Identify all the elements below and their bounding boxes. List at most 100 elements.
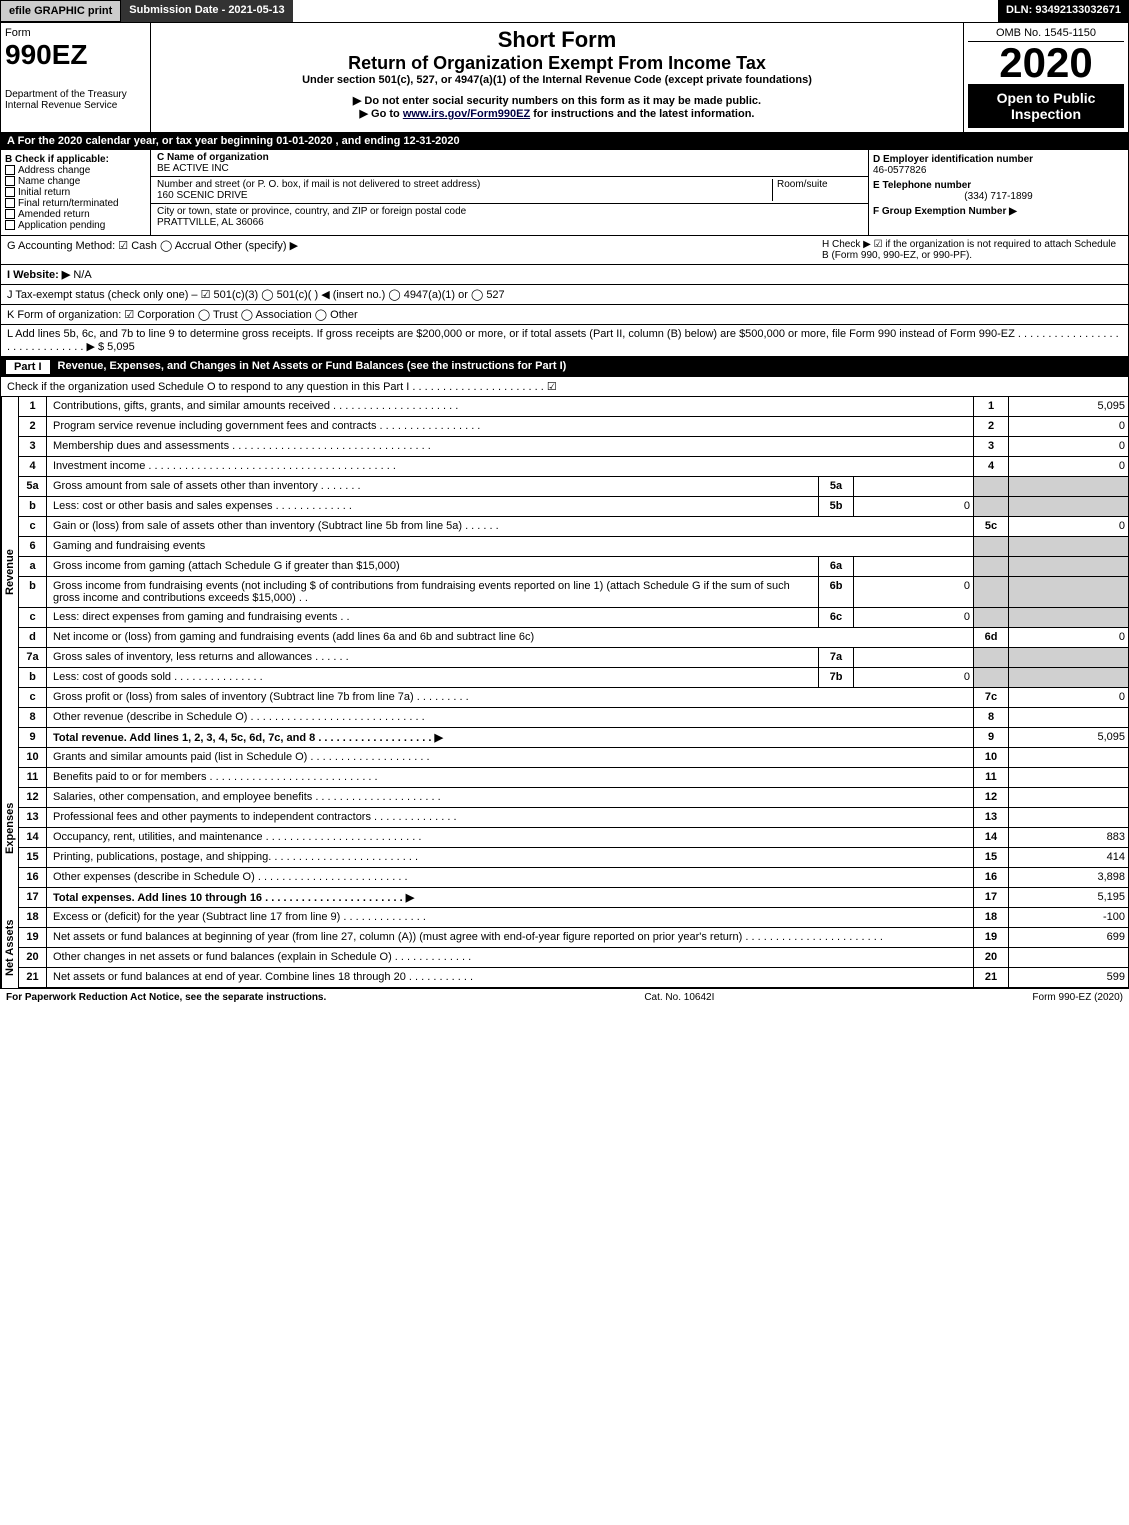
line-l-amt: $ 5,095: [98, 341, 135, 353]
line-1: Contributions, gifts, grants, and simila…: [47, 397, 973, 416]
form-organization: K Form of organization: ☑ Corporation ◯ …: [1, 305, 1128, 324]
room-label: Room/suite: [772, 179, 862, 201]
amt-18: -100: [1008, 908, 1128, 927]
sv-6b: 0: [853, 577, 973, 607]
amt-3: 0: [1008, 437, 1128, 456]
subtitle: Under section 501(c), 527, or 4947(a)(1)…: [155, 74, 959, 86]
line-17: Total expenses. Add lines 10 through 16 …: [47, 888, 973, 907]
line-11: Benefits paid to or for members . . . . …: [47, 768, 973, 787]
amt-10: [1008, 748, 1128, 767]
line-19: Net assets or fund balances at beginning…: [47, 928, 973, 947]
section-b-header: B Check if applicable:: [5, 154, 146, 165]
d-label: D Employer identification number: [873, 154, 1124, 165]
website-value: N/A: [73, 269, 91, 281]
efile-label[interactable]: efile GRAPHIC print: [0, 0, 121, 22]
tax-year: 2020: [968, 42, 1124, 84]
c-label: C Name of organization: [157, 152, 862, 163]
amt-8: [1008, 708, 1128, 727]
amt-6d: 0: [1008, 628, 1128, 647]
goto-pre: ▶ Go to: [360, 108, 403, 120]
line-7c: Gross profit or (loss) from sales of inv…: [47, 688, 973, 707]
submission-date: Submission Date - 2021-05-13: [121, 0, 292, 22]
irs-link[interactable]: www.irs.gov/Form990EZ: [403, 108, 530, 120]
part-i-title: Revenue, Expenses, and Changes in Net As…: [58, 360, 567, 374]
org-name: BE ACTIVE INC: [157, 163, 862, 174]
line-5a: Gross amount from sale of assets other t…: [47, 477, 818, 496]
amt-15: 414: [1008, 848, 1128, 867]
check-name[interactable]: Name change: [18, 176, 80, 187]
line-3: Membership dues and assessments . . . . …: [47, 437, 973, 456]
check-initial[interactable]: Initial return: [18, 187, 70, 198]
line-7a: Gross sales of inventory, less returns a…: [47, 648, 818, 667]
part-i-header: Part I Revenue, Expenses, and Changes in…: [0, 357, 1129, 377]
expenses-label: Expenses: [1, 748, 18, 908]
line-6c: Less: direct expenses from gaming and fu…: [47, 608, 818, 627]
line-7b: Less: cost of goods sold . . . . . . . .…: [47, 668, 818, 687]
footer: For Paperwork Reduction Act Notice, see …: [0, 988, 1129, 1006]
form-label: Form: [5, 27, 146, 39]
sv-5a: [853, 477, 973, 496]
line-6: Gaming and fundraising events: [47, 537, 973, 556]
line-2: Program service revenue including govern…: [47, 417, 973, 436]
form-header: Form 990EZ Department of the Treasury In…: [0, 22, 1129, 133]
revenue-section: Revenue 1Contributions, gifts, grants, a…: [0, 397, 1129, 748]
net-assets-label: Net Assets: [1, 908, 18, 988]
amt-7c: 0: [1008, 688, 1128, 707]
amt-1: 5,095: [1008, 397, 1128, 416]
sv-7a: [853, 648, 973, 667]
revenue-label: Revenue: [1, 397, 18, 748]
form-number: 990EZ: [5, 39, 146, 71]
city-state-zip: PRATTVILLE, AL 36066: [157, 217, 862, 228]
part-i-check: Check if the organization used Schedule …: [1, 377, 1128, 396]
line-6a: Gross income from gaming (attach Schedul…: [47, 557, 818, 576]
amt-4: 0: [1008, 457, 1128, 476]
f-label: F Group Exemption Number ▶: [873, 206, 1124, 217]
check-app[interactable]: Application pending: [18, 220, 105, 231]
footer-cat: Cat. No. 10642I: [644, 992, 714, 1003]
line-18: Excess or (deficit) for the year (Subtra…: [47, 908, 973, 927]
footer-left: For Paperwork Reduction Act Notice, see …: [6, 992, 326, 1003]
footer-form: Form 990-EZ (2020): [1032, 992, 1123, 1003]
ssn-warning: ▶ Do not enter social security numbers o…: [155, 94, 959, 107]
check-amended[interactable]: Amended return: [18, 209, 90, 220]
e-label: E Telephone number: [873, 180, 1124, 191]
dept-label: Department of the Treasury: [5, 89, 146, 100]
line-9: Total revenue. Add lines 1, 2, 3, 4, 5c,…: [47, 728, 973, 747]
line-20: Other changes in net assets or fund bala…: [47, 948, 973, 967]
sv-6a: [853, 557, 973, 576]
accounting-method: G Accounting Method: ☑ Cash ◯ Accrual Ot…: [7, 239, 822, 261]
line-14: Occupancy, rent, utilities, and maintena…: [47, 828, 973, 847]
amt-19: 699: [1008, 928, 1128, 947]
main-title: Return of Organization Exempt From Incom…: [155, 53, 959, 74]
info-grid: B Check if applicable: Address change Na…: [0, 150, 1129, 236]
line-13: Professional fees and other payments to …: [47, 808, 973, 827]
short-form-title: Short Form: [155, 27, 959, 53]
open-public: Open to Public Inspection: [968, 84, 1124, 128]
street-address: 160 SCENIC DRIVE: [157, 190, 772, 201]
sv-5b: 0: [853, 497, 973, 516]
line-16: Other expenses (describe in Schedule O) …: [47, 868, 973, 887]
amt-13: [1008, 808, 1128, 827]
ein: 46-0577826: [873, 165, 1124, 176]
city-label: City or town, state or province, country…: [157, 206, 862, 217]
phone: (334) 717-1899: [873, 191, 1124, 202]
top-bar: efile GRAPHIC print Submission Date - 20…: [0, 0, 1129, 22]
amt-21: 599: [1008, 968, 1128, 987]
line-4: Investment income . . . . . . . . . . . …: [47, 457, 973, 476]
amt-12: [1008, 788, 1128, 807]
goto-post: for instructions and the latest informat…: [530, 108, 754, 120]
sv-6c: 0: [853, 608, 973, 627]
sv-7b: 0: [853, 668, 973, 687]
check-final[interactable]: Final return/terminated: [18, 198, 119, 209]
h-schedule-b: H Check ▶ ☑ if the organization is not r…: [822, 239, 1122, 261]
expenses-section: Expenses 10Grants and similar amounts pa…: [0, 748, 1129, 908]
line-10: Grants and similar amounts paid (list in…: [47, 748, 973, 767]
check-address[interactable]: Address change: [18, 165, 90, 176]
amt-14: 883: [1008, 828, 1128, 847]
line-8: Other revenue (describe in Schedule O) .…: [47, 708, 973, 727]
line-5c: Gain or (loss) from sale of assets other…: [47, 517, 973, 536]
line-15: Printing, publications, postage, and shi…: [47, 848, 973, 867]
website-label: I Website: ▶: [7, 269, 70, 281]
amt-11: [1008, 768, 1128, 787]
addr-label: Number and street (or P. O. box, if mail…: [157, 179, 772, 190]
